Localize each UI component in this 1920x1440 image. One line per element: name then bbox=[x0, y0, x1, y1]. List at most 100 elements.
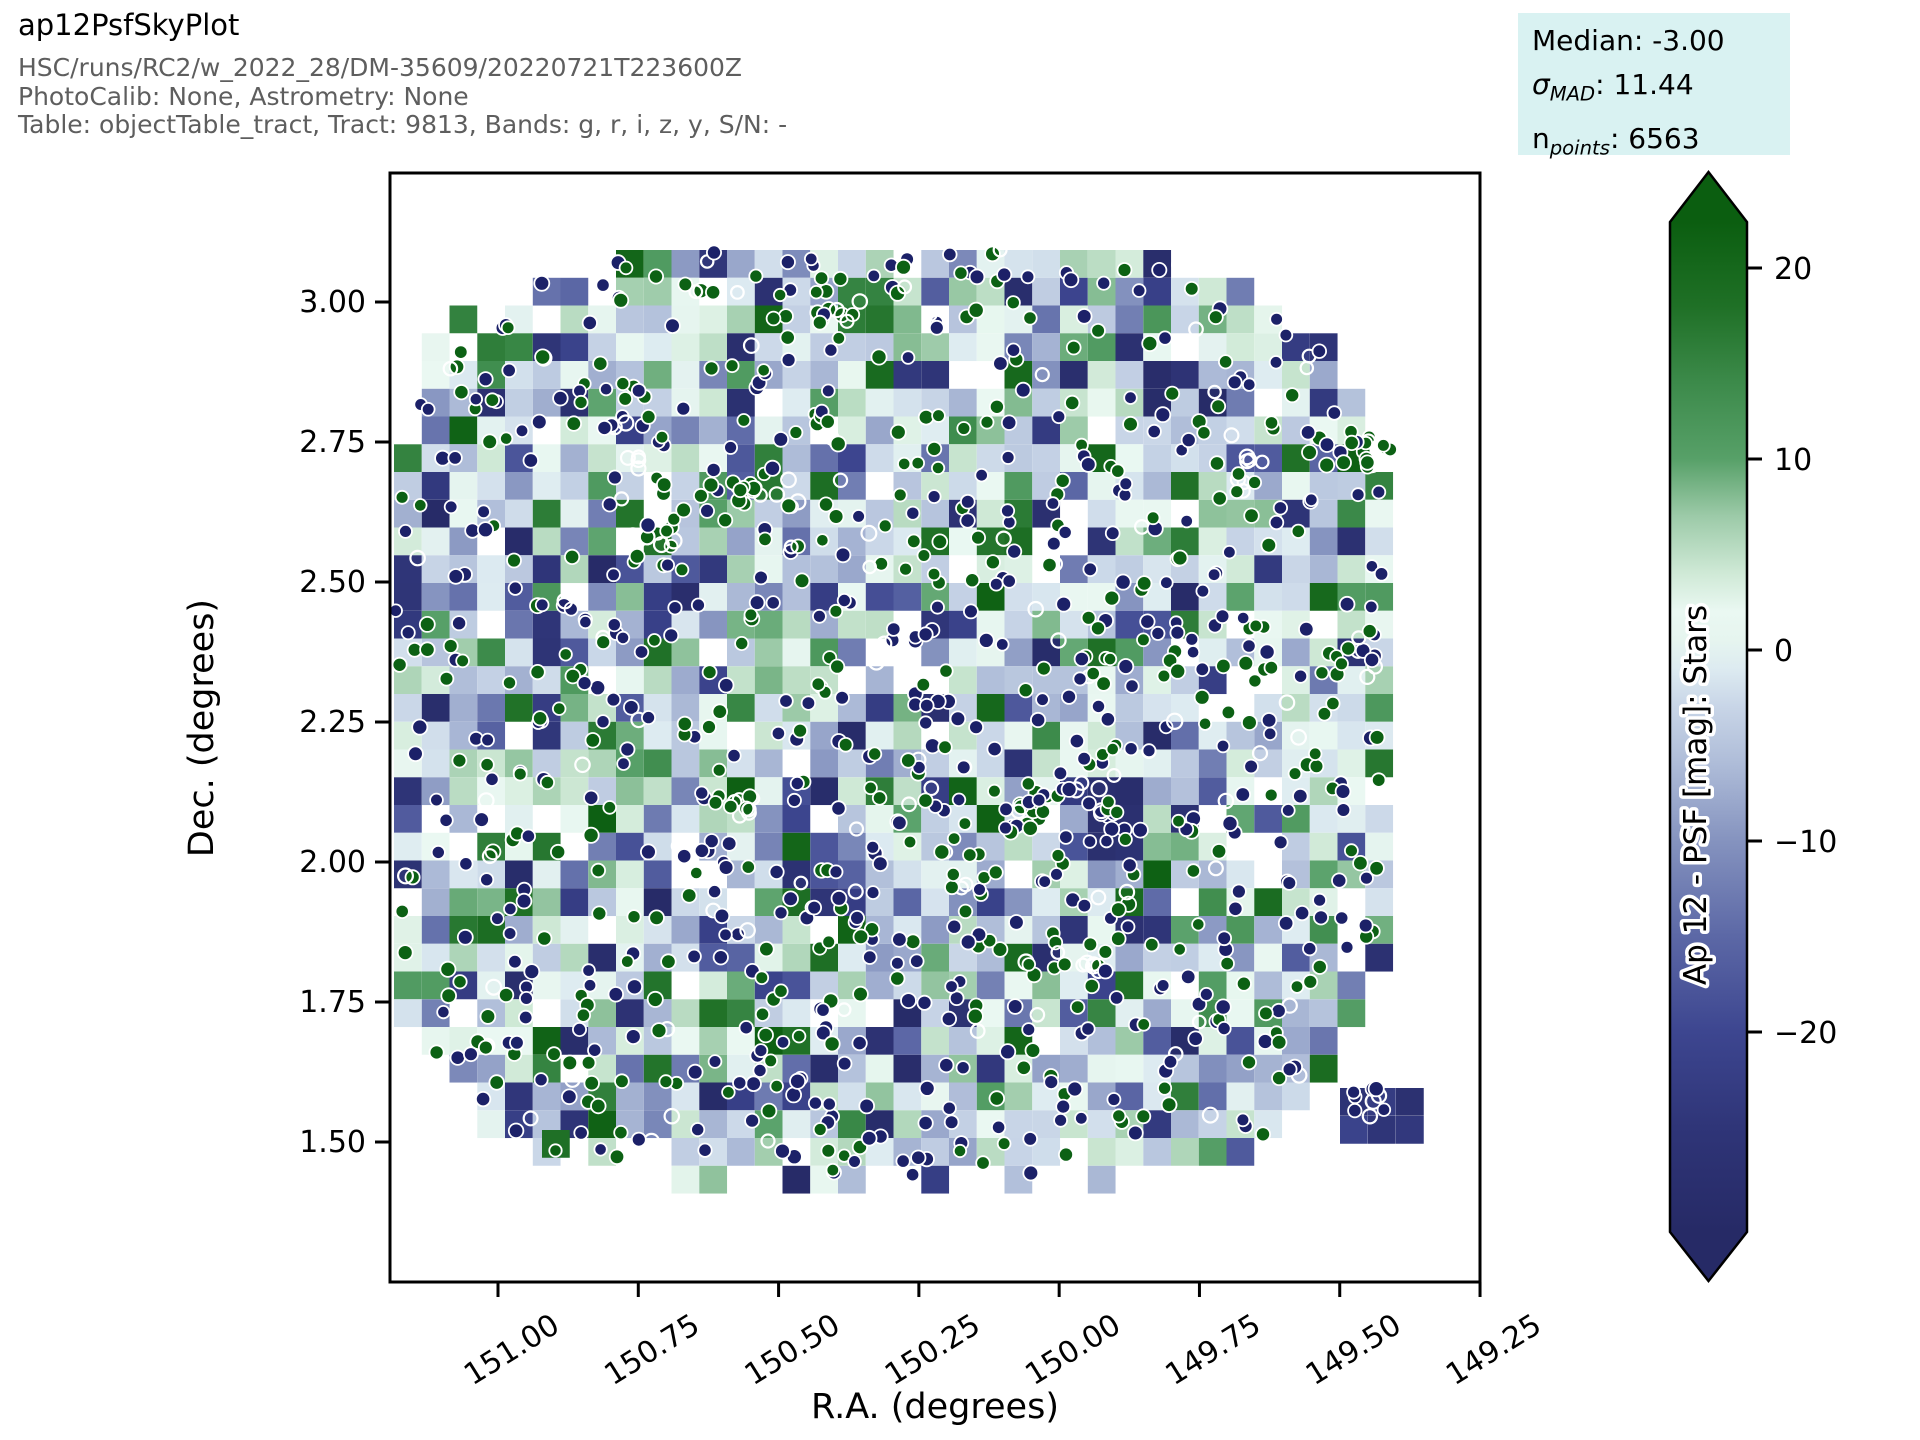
data-point bbox=[660, 557, 675, 573]
data-point bbox=[1127, 1124, 1144, 1142]
data-point bbox=[533, 274, 551, 292]
data-point bbox=[1172, 942, 1187, 957]
data-point bbox=[969, 1023, 986, 1039]
heatmap-bin bbox=[1143, 444, 1172, 473]
x-tick-label: 150.00 bbox=[1019, 1307, 1127, 1392]
run-collection-line: HSC/runs/RC2/w_2022_28/DM-35609/20220721… bbox=[18, 53, 743, 82]
heatmap-bin bbox=[1087, 499, 1116, 528]
heatmap-bin bbox=[671, 916, 700, 944]
data-point bbox=[1350, 487, 1366, 503]
data-point bbox=[1268, 355, 1284, 370]
data-point bbox=[830, 889, 848, 907]
heatmap-bin bbox=[1087, 333, 1116, 362]
data-point bbox=[848, 821, 865, 837]
data-point bbox=[770, 725, 787, 742]
data-point bbox=[663, 627, 680, 644]
heatmap-bin bbox=[1032, 361, 1061, 389]
heatmap-bin bbox=[782, 638, 811, 667]
data-point bbox=[477, 792, 495, 809]
data-point bbox=[987, 783, 1002, 799]
data-point bbox=[765, 595, 781, 611]
data-point bbox=[481, 433, 499, 451]
heatmap-bin bbox=[1060, 971, 1088, 1000]
heatmap-bin bbox=[1226, 388, 1255, 417]
heatmap-bin bbox=[949, 666, 977, 695]
data-point bbox=[626, 978, 644, 996]
data-point bbox=[754, 1006, 771, 1022]
data-point bbox=[876, 635, 893, 652]
data-point bbox=[1179, 513, 1194, 529]
data-point bbox=[490, 911, 505, 926]
data-point bbox=[718, 927, 733, 943]
data-point bbox=[652, 536, 670, 554]
heatmap-bin bbox=[449, 416, 478, 445]
data-point bbox=[1184, 631, 1200, 647]
heatmap-bin bbox=[1032, 250, 1061, 278]
stats-box: Median: -3.00 σMAD: 11.44 npoints: 6563 bbox=[1518, 13, 1790, 159]
data-point bbox=[870, 348, 888, 366]
heatmap-bin bbox=[1060, 805, 1088, 833]
heatmap-bin bbox=[421, 555, 450, 584]
data-point bbox=[497, 986, 515, 1004]
data-point bbox=[664, 317, 681, 335]
heatmap-bin bbox=[699, 610, 728, 639]
data-point bbox=[1006, 543, 1023, 560]
heatmap-bin bbox=[838, 749, 866, 778]
data-point bbox=[1216, 1021, 1232, 1037]
data-point bbox=[992, 355, 1009, 372]
data-point bbox=[828, 864, 844, 880]
data-point bbox=[968, 719, 984, 736]
heatmap-bin bbox=[1115, 305, 1144, 334]
heatmap-bin bbox=[449, 305, 478, 334]
heatmap-bin bbox=[754, 805, 783, 833]
data-point bbox=[959, 933, 977, 951]
data-point bbox=[738, 1020, 754, 1036]
data-point bbox=[1191, 1014, 1207, 1030]
data-point bbox=[1308, 758, 1325, 775]
data-point bbox=[1180, 432, 1197, 449]
heatmap-bin bbox=[477, 583, 506, 611]
data-point bbox=[430, 844, 446, 860]
data-point bbox=[1082, 834, 1098, 849]
data-point bbox=[748, 268, 764, 284]
heatmap-bin bbox=[976, 444, 1005, 473]
data-point bbox=[468, 392, 483, 407]
data-point bbox=[769, 1078, 784, 1094]
data-point bbox=[953, 265, 969, 281]
heatmap-bin bbox=[1337, 971, 1366, 1000]
heatmap-bin bbox=[1309, 999, 1338, 1028]
heatmap-bin bbox=[838, 1165, 866, 1194]
data-point bbox=[509, 1035, 525, 1051]
heatmap-bin bbox=[1309, 527, 1338, 556]
heatmap-bin bbox=[699, 416, 728, 445]
heatmap-bin bbox=[1309, 555, 1338, 584]
data-point bbox=[596, 419, 613, 436]
data-point bbox=[1066, 1080, 1084, 1098]
heatmap-bin bbox=[505, 694, 533, 722]
heatmap-bin bbox=[1143, 777, 1172, 806]
data-point bbox=[1065, 339, 1082, 356]
heatmap-bin bbox=[921, 888, 950, 917]
data-point bbox=[760, 1102, 778, 1120]
data-point bbox=[1103, 589, 1121, 607]
data-point bbox=[1359, 668, 1376, 686]
data-point bbox=[1159, 575, 1174, 590]
heatmap-bin bbox=[782, 666, 811, 695]
data-point bbox=[780, 352, 797, 368]
heatmap-bin bbox=[1226, 1027, 1255, 1055]
data-point bbox=[552, 390, 569, 407]
data-point bbox=[590, 862, 607, 879]
data-point bbox=[534, 597, 550, 613]
data-point bbox=[1155, 978, 1171, 993]
data-point bbox=[778, 693, 794, 709]
heatmap-bin bbox=[421, 749, 450, 778]
heatmap-bin bbox=[1198, 777, 1227, 806]
data-point bbox=[484, 392, 501, 408]
data-point bbox=[828, 603, 844, 619]
data-point bbox=[1229, 484, 1245, 500]
data-point bbox=[690, 1122, 706, 1138]
data-point bbox=[926, 489, 942, 505]
data-point bbox=[933, 843, 951, 861]
data-point bbox=[476, 504, 491, 520]
heatmap-bin bbox=[1282, 1082, 1310, 1111]
